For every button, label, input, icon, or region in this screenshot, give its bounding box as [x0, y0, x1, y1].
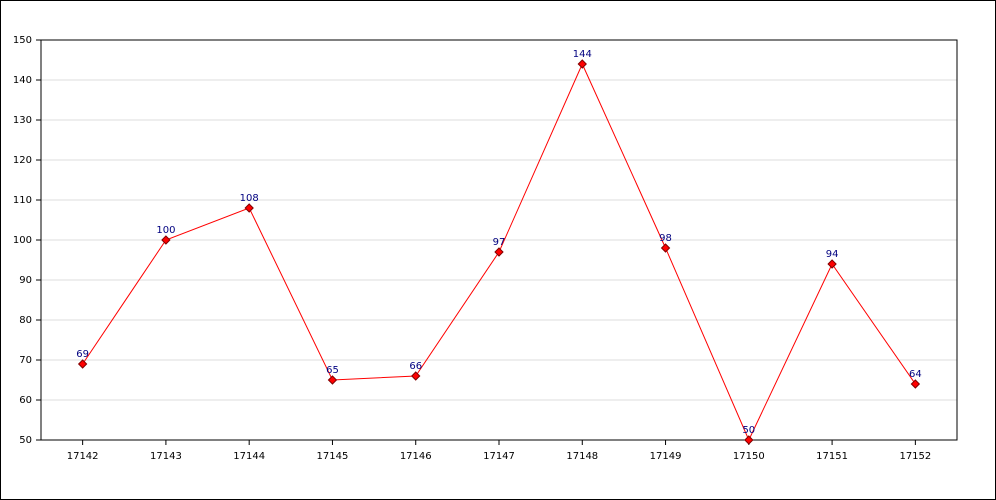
y-tick-label: 50 — [19, 435, 32, 446]
data-point — [910, 379, 921, 389]
x-tick-label: 17147 — [483, 451, 515, 462]
y-tick-label: 60 — [19, 395, 32, 406]
y-tick-label: 70 — [19, 355, 32, 366]
data-point — [77, 359, 88, 369]
y-tick-label: 110 — [13, 195, 32, 206]
y-tick-label: 120 — [13, 155, 32, 166]
data-point — [744, 435, 754, 445]
data-point — [244, 203, 254, 213]
value-label: 64 — [909, 369, 922, 380]
y-tick-label: 130 — [13, 115, 32, 126]
x-tick-label: 17142 — [67, 451, 99, 462]
value-label: 94 — [826, 249, 839, 260]
x-tick-label: 17151 — [816, 451, 848, 462]
x-tick-label: 17152 — [899, 451, 931, 462]
value-label: 144 — [573, 49, 592, 60]
value-label: 100 — [156, 225, 175, 236]
y-tick-label: 150 — [13, 35, 32, 46]
y-tick-label: 100 — [13, 235, 32, 246]
data-point — [827, 259, 837, 269]
data-point — [411, 371, 421, 381]
value-label: 50 — [742, 425, 755, 436]
x-tick-label: 17145 — [317, 451, 349, 462]
data-point — [327, 375, 338, 385]
x-tick-label: 17150 — [733, 451, 765, 462]
data-point — [161, 235, 171, 245]
data-point — [494, 247, 504, 257]
x-tick-label: 17149 — [650, 451, 682, 462]
y-tick-label: 90 — [19, 275, 32, 286]
value-label: 97 — [493, 237, 506, 248]
value-label: 108 — [240, 193, 259, 204]
x-tick-label: 17146 — [400, 451, 432, 462]
data-point — [660, 243, 671, 253]
x-tick-label: 17148 — [566, 451, 598, 462]
y-tick-label: 140 — [13, 75, 32, 86]
y-tick-label: 80 — [19, 315, 32, 326]
value-label: 66 — [409, 361, 422, 372]
value-label: 65 — [326, 365, 339, 376]
value-label: 98 — [659, 233, 672, 244]
value-label: 69 — [76, 349, 89, 360]
data-point — [577, 59, 587, 69]
x-tick-label: 17144 — [233, 451, 265, 462]
x-tick-label: 17143 — [150, 451, 182, 462]
